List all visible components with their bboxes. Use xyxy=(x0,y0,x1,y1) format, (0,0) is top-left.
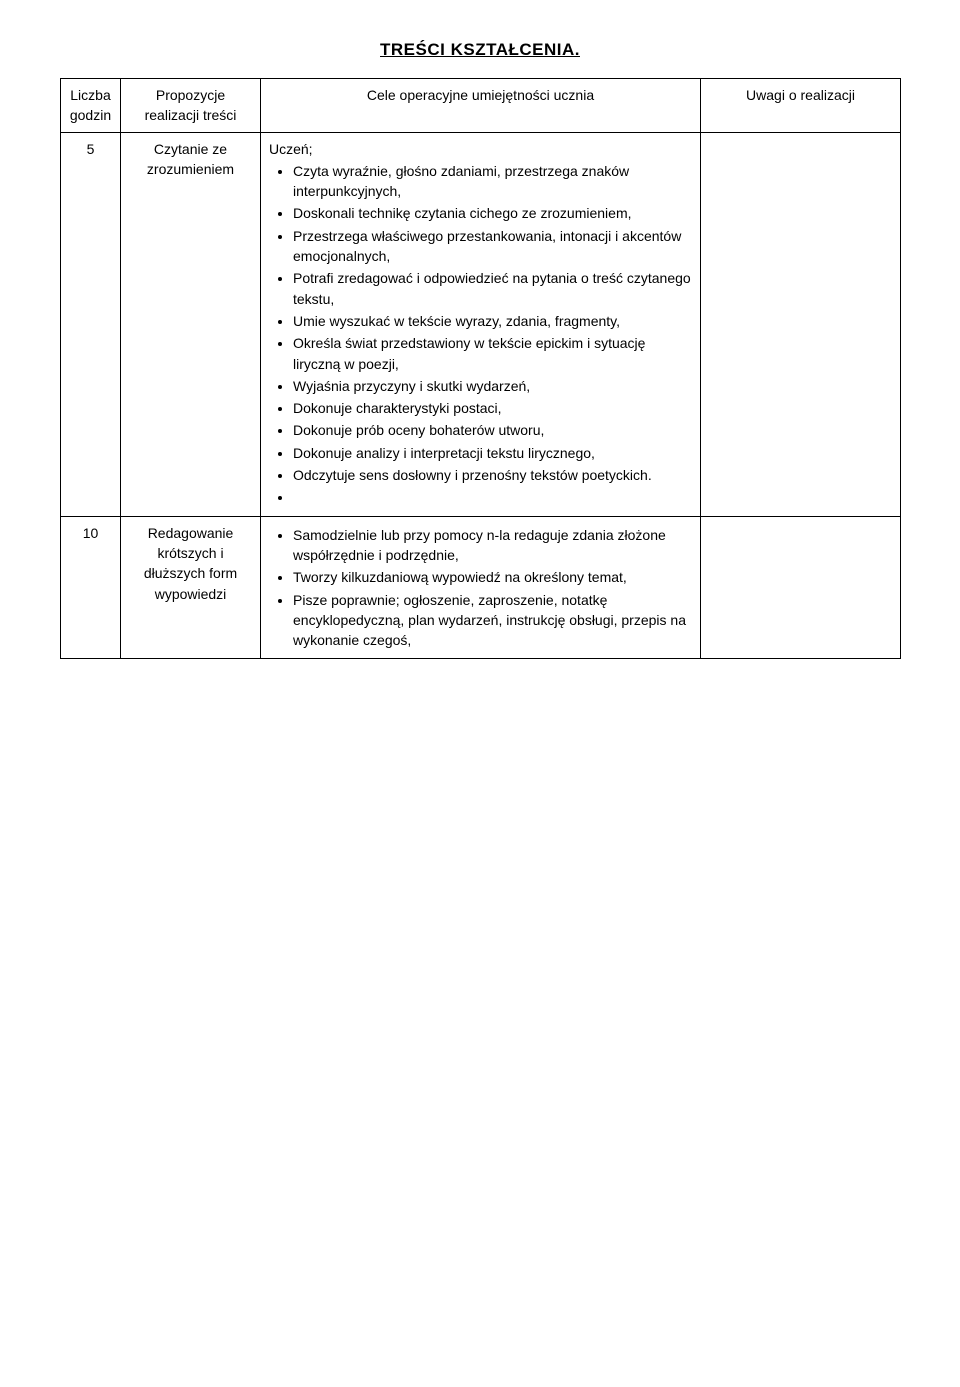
goals-list: Samodzielnie lub przy pomocy n-la redagu… xyxy=(269,525,692,651)
goals-item: Przestrzega właściwego przestankowania, … xyxy=(293,226,692,267)
cell-hours: 10 xyxy=(61,516,121,659)
cell-proposal: Czytanie ze zrozumieniem xyxy=(121,132,261,516)
goals-item: Samodzielnie lub przy pomocy n-la redagu… xyxy=(293,525,692,566)
col-header-hours: Liczba godzin xyxy=(61,79,121,133)
cell-goals: Samodzielnie lub przy pomocy n-la redagu… xyxy=(261,516,701,659)
goals-item: Pisze poprawnie; ogłoszenie, zaproszenie… xyxy=(293,590,692,651)
col-header-proposals: Propozycje realizacji treści xyxy=(121,79,261,133)
col-header-goals: Cele operacyjne umiejętności ucznia xyxy=(261,79,701,133)
table-row: 10Redagowanie krótszych i dłuższych form… xyxy=(61,516,901,659)
cell-goals: Uczeń;Czyta wyraźnie, głośno zdaniami, p… xyxy=(261,132,701,516)
goals-item: Tworzy kilkuzdaniową wypowiedź na określ… xyxy=(293,567,692,587)
goals-list: Czyta wyraźnie, głośno zdaniami, przestr… xyxy=(269,161,692,508)
goals-item: Umie wyszukać w tekście wyrazy, zdania, … xyxy=(293,311,692,331)
content-table: Liczba godzin Propozycje realizacji treś… xyxy=(60,78,901,659)
goals-item: Określa świat przedstawiony w tekście ep… xyxy=(293,333,692,374)
page-title: TREŚCI KSZTAŁCENIA. xyxy=(60,40,900,60)
goals-item: Odczytuje sens dosłowny i przenośny teks… xyxy=(293,465,692,485)
goals-item: Dokonuje analizy i interpretacji tekstu … xyxy=(293,443,692,463)
goals-item: Wyjaśnia przyczyny i skutki wydarzeń, xyxy=(293,376,692,396)
goals-item: Potrafi zredagować i odpowiedzieć na pyt… xyxy=(293,268,692,309)
col-header-notes: Uwagi o realizacji xyxy=(701,79,901,133)
goals-lead: Uczeń; xyxy=(269,139,692,159)
goals-item: Doskonali technikę czytania cichego ze z… xyxy=(293,203,692,223)
cell-notes xyxy=(701,516,901,659)
cell-hours: 5 xyxy=(61,132,121,516)
goals-item: Dokonuje prób oceny bohaterów utworu, xyxy=(293,420,692,440)
cell-proposal: Redagowanie krótszych i dłuższych form w… xyxy=(121,516,261,659)
goals-item: Czyta wyraźnie, głośno zdaniami, przestr… xyxy=(293,161,692,202)
cell-notes xyxy=(701,132,901,516)
goals-item-empty xyxy=(293,487,692,507)
goals-item: Dokonuje charakterystyki postaci, xyxy=(293,398,692,418)
table-row: 5Czytanie ze zrozumieniemUczeń;Czyta wyr… xyxy=(61,132,901,516)
